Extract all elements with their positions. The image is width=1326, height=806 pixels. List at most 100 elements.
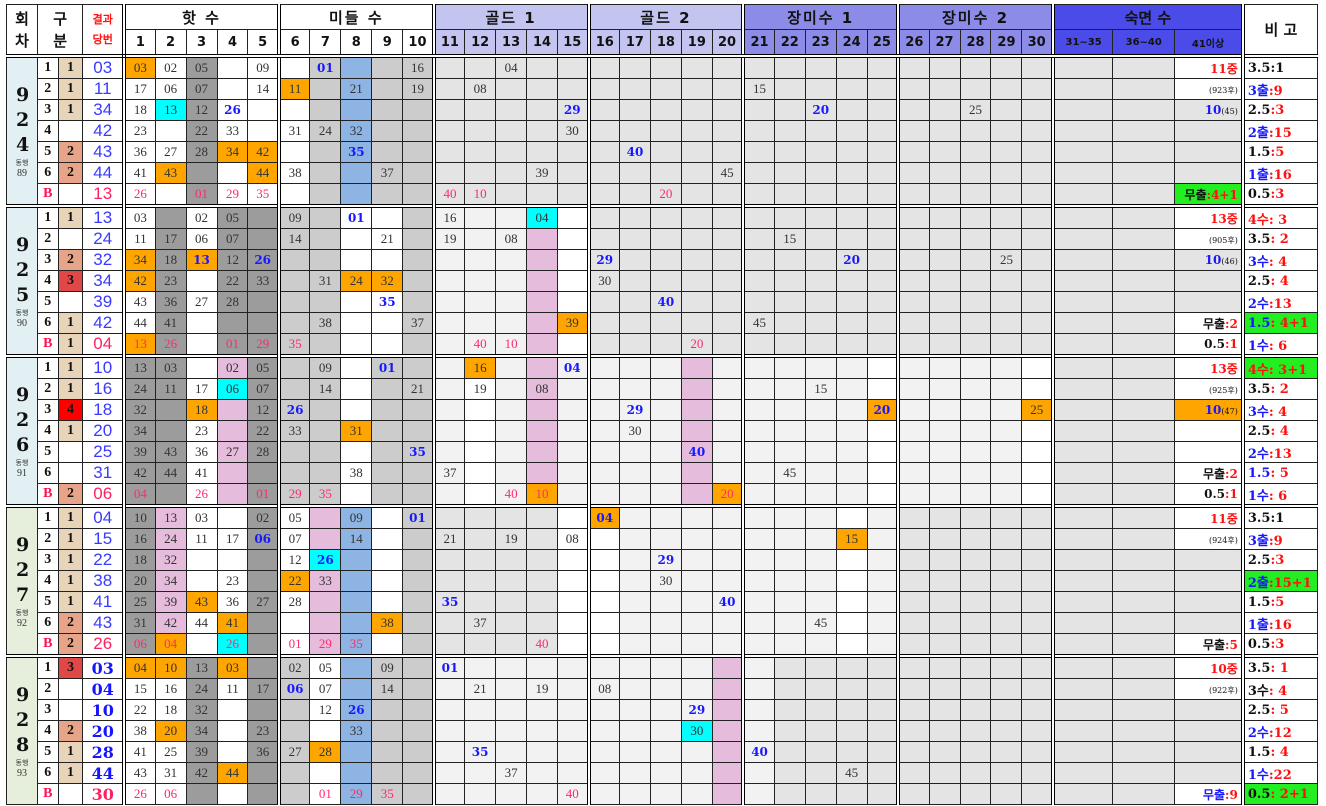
number-cell: 18 <box>154 699 187 721</box>
empty-cell <box>741 612 775 634</box>
number-cell: 45 <box>741 312 775 334</box>
number-cell: 44 <box>122 312 156 334</box>
empty-cell <box>711 204 744 229</box>
empty-cell <box>586 378 620 400</box>
empty-cell <box>741 120 775 142</box>
empty-cell <box>185 549 218 571</box>
number-cell: 28 <box>216 291 249 313</box>
column-header: 11 <box>431 29 466 58</box>
empty-cell <box>340 291 373 313</box>
empty-cell <box>154 420 187 442</box>
sleep-31-35-cell <box>1050 354 1114 379</box>
text-part: 3수 <box>1247 683 1269 699</box>
empty-cell <box>680 78 713 100</box>
table-row: 5 1 28 41 25 39 36 27 28 35 40 1.5: 4 <box>7 741 1318 763</box>
empty-cell <box>866 591 899 613</box>
column-header: 8 <box>340 29 373 58</box>
empty-cell <box>154 120 187 142</box>
number-cell: 11 <box>154 378 187 400</box>
text-part: 0.5 <box>1247 186 1271 202</box>
empty-cell <box>835 420 868 442</box>
empty-cell <box>928 678 961 700</box>
text-part: 0.5 <box>1247 636 1271 652</box>
empty-cell <box>680 783 713 805</box>
text-part: 0.5 <box>1247 786 1271 802</box>
empty-cell <box>959 228 992 250</box>
empty-cell <box>216 549 249 571</box>
sleep-36-40-cell <box>1112 78 1176 100</box>
number-cell: 42 <box>154 612 187 634</box>
empty-cell <box>928 783 961 805</box>
empty-cell <box>1021 483 1054 507</box>
number-cell: 26 <box>247 249 280 271</box>
empty-cell <box>680 270 713 292</box>
empty-cell <box>928 462 961 484</box>
number-cell: 26 <box>276 399 311 421</box>
empty-cell <box>866 312 899 334</box>
empty-cell <box>526 354 559 379</box>
gubun-count <box>57 183 84 207</box>
empty-cell <box>309 591 342 613</box>
number-cell: 20 <box>649 183 682 207</box>
empty-cell <box>741 528 775 550</box>
gubun-count: 1 <box>57 333 84 357</box>
empty-cell <box>896 228 930 250</box>
text-part: : 4 <box>1270 273 1289 289</box>
empty-cell <box>896 249 930 271</box>
number-cell: 39 <box>122 441 156 463</box>
sleep-36-40-cell <box>1112 654 1176 679</box>
empty-cell <box>1021 354 1054 379</box>
empty-cell <box>526 141 559 163</box>
empty-cell <box>586 699 620 721</box>
empty-cell <box>866 720 899 742</box>
empty-cell <box>276 699 311 721</box>
empty-cell <box>896 99 930 121</box>
number-cell: 35 <box>371 783 404 805</box>
empty-cell <box>866 183 899 207</box>
empty-cell <box>309 612 342 634</box>
number-cell: 17 <box>122 78 156 100</box>
sleep-36-40-cell <box>1112 462 1176 484</box>
result-number: 28 <box>82 741 127 763</box>
empty-cell <box>928 354 961 379</box>
text-part: 2.5 <box>1247 552 1271 568</box>
empty-cell <box>618 741 651 763</box>
empty-cell <box>959 633 992 657</box>
number-cell: 01 <box>309 54 342 79</box>
text-part: 무출 <box>1202 316 1226 331</box>
result-number: 43 <box>82 141 127 163</box>
sleep-31-35-cell <box>1050 270 1114 292</box>
remarks-cell: 2.5: 4 <box>1240 270 1318 292</box>
empty-cell <box>804 420 837 442</box>
empty-cell <box>464 549 497 571</box>
empty-cell <box>773 528 806 550</box>
group-header: 장미수 2 <box>896 4 1054 30</box>
text-part: 1.5 <box>1247 594 1271 610</box>
empty-cell <box>896 699 930 721</box>
empty-cell <box>586 54 620 79</box>
number-cell: 40 <box>680 441 713 463</box>
empty-cell <box>495 462 528 484</box>
number-cell: 35 <box>431 591 466 613</box>
empty-cell <box>680 162 713 184</box>
row-number: 4 <box>36 720 59 742</box>
empty-cell <box>804 504 837 529</box>
row-number: 2 <box>36 678 59 700</box>
empty-cell <box>557 162 590 184</box>
number-cell: 36 <box>185 441 218 463</box>
empty-cell <box>402 699 435 721</box>
empty-cell <box>618 570 651 592</box>
round-number: 927 <box>15 534 30 606</box>
number-cell: 23 <box>122 120 156 142</box>
text-part: :13 <box>1268 446 1292 462</box>
result-number: 31 <box>82 462 127 484</box>
empty-cell <box>928 633 961 657</box>
row-number: 5 <box>36 141 59 163</box>
over-41-cell <box>1174 741 1244 763</box>
text-part: :16 <box>1268 167 1292 183</box>
empty-cell <box>276 462 311 484</box>
table-row: 3 4 18 32 18 12 26 29 20 25 10(47) 3수: 4 <box>7 399 1318 421</box>
table-row: 4 42 23 22 33 31 24 32 30 2출:15 <box>7 120 1318 142</box>
empty-cell <box>990 591 1023 613</box>
empty-cell <box>526 783 559 805</box>
